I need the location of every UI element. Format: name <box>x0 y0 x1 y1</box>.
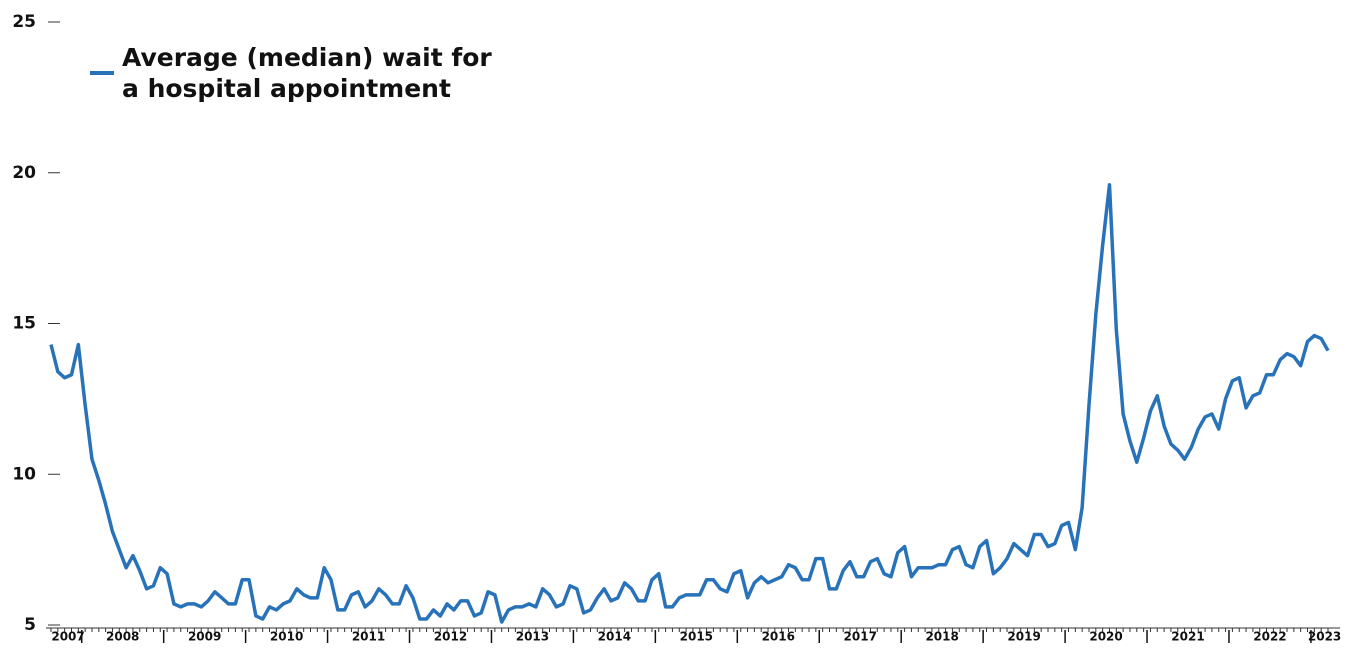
x-tick-label: 2017 <box>844 630 877 644</box>
y-tick-label: 25 <box>12 12 36 32</box>
x-tick-label: 2016 <box>762 630 795 644</box>
legend-swatch <box>90 71 114 75</box>
x-tick-label: 2023 <box>1308 630 1341 644</box>
x-tick-label: 2015 <box>680 630 713 644</box>
legend: Average (median) wait for a hospital app… <box>90 42 492 104</box>
y-tick-label: 20 <box>12 163 36 183</box>
x-tick-label: 2022 <box>1253 630 1286 644</box>
x-tick-label: 2014 <box>598 630 631 644</box>
x-tick-label: 2011 <box>352 630 385 644</box>
x-tick-label: 2019 <box>1007 630 1040 644</box>
legend-label: Average (median) wait for a hospital app… <box>122 43 492 103</box>
data-line <box>49 183 1330 624</box>
x-tick-label: 2021 <box>1171 630 1204 644</box>
x-tick-label: 2009 <box>188 630 221 644</box>
x-tick-label: 2013 <box>516 630 549 644</box>
y-tick-label: 10 <box>12 464 36 484</box>
y-tick-label: 15 <box>12 314 36 334</box>
x-tick-label: 2018 <box>925 630 958 644</box>
x-tick-label: 2020 <box>1089 630 1122 644</box>
y-tick-label: 5 <box>24 615 36 635</box>
x-tick-label: 2010 <box>270 630 303 644</box>
x-tick-label: 2012 <box>434 630 467 644</box>
x-tick-label: 2007 <box>51 630 84 644</box>
x-tick-label: 2008 <box>106 630 139 644</box>
